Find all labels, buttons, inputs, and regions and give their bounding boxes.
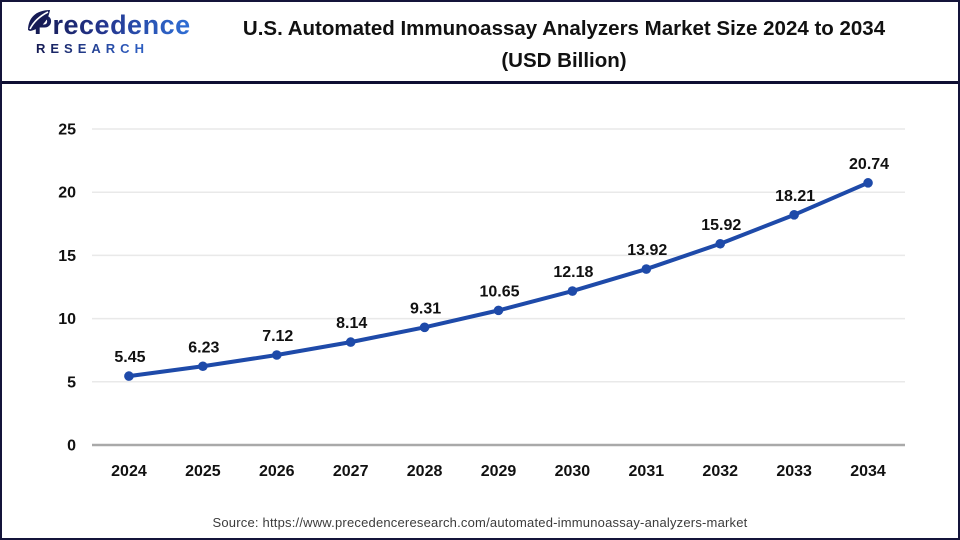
y-tick-label: 10 [58,311,76,328]
data-point-label: 9.31 [410,300,441,317]
data-point [493,305,504,316]
x-tick-label: 2024 [111,463,147,480]
precedence-research-logo: Precedence RESEARCH [20,10,190,55]
logo-brand-subtitle: RESEARCH [36,42,180,55]
data-point [198,361,208,372]
data-point-label: 12.18 [553,264,593,281]
data-point [863,178,873,188]
x-tick-label: 2027 [333,463,369,480]
data-point [124,371,134,381]
data-point-label: 20.74 [849,156,889,173]
x-tick-label: 2030 [555,463,591,480]
y-tick-label: 0 [67,438,76,455]
y-tick-label: 15 [58,248,76,265]
figure-header: Precedence RESEARCH U.S. Automated Immun… [2,2,958,84]
y-tick-label: 20 [58,185,76,202]
data-point [567,286,578,296]
data-point [345,337,356,347]
data-point-label: 13.92 [627,242,667,259]
y-tick-label: 25 [58,122,76,139]
data-point-label: 5.45 [114,349,145,366]
data-point [715,238,726,249]
data-point-label: 15.92 [701,217,741,234]
chart-title-line1: U.S. Automated Immunoassay Analyzers Mar… [242,17,886,40]
source-attribution: Source: https://www.precedenceresearch.c… [212,515,748,530]
x-tick-label: 2032 [702,463,738,480]
x-tick-label: 2034 [850,463,886,480]
data-point-label: 10.65 [479,283,519,300]
data-point-label: 6.23 [188,339,219,356]
x-tick-label: 2033 [776,463,812,480]
x-tick-label: 2028 [407,463,443,480]
x-tick-label: 2029 [481,463,517,480]
data-point-label: 7.12 [262,328,293,345]
data-point [641,264,652,274]
x-tick-label: 2031 [629,463,665,480]
trend-line [126,180,871,379]
data-point [419,322,430,333]
data-point-label: 8.14 [336,315,367,332]
plot-area: 0 5 10 15 20 25 2024 2025 2026 2027 2028 2029 2030 20… [2,87,958,509]
data-point [271,350,282,360]
leaf-icon [28,10,50,31]
chart-title-line2: (USD Billion) [501,48,627,72]
x-tick-label: 2025 [185,463,221,480]
x-tick-label: 2026 [259,463,295,480]
y-tick-label: 5 [67,374,76,391]
data-point [789,210,799,220]
logo-brand-name: Precedence [34,10,191,40]
data-point-label: 18.21 [775,188,815,205]
chart-title: U.S. Automated Immunoassay Analyzers Mar… [182,13,946,77]
